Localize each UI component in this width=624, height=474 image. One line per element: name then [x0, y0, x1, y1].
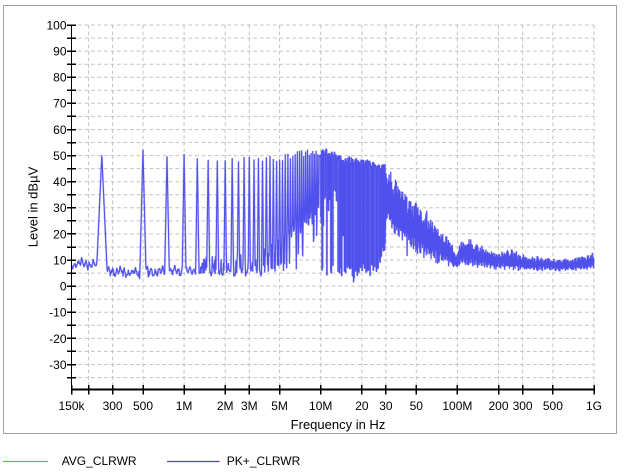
svg-text:2M: 2M [217, 399, 234, 413]
svg-text:PK+_CLRWR: PK+_CLRWR [227, 454, 301, 468]
svg-text:10: 10 [53, 253, 67, 267]
svg-text:50: 50 [410, 399, 424, 413]
svg-text:300: 300 [103, 399, 123, 413]
svg-text:300: 300 [513, 399, 533, 413]
svg-text:100M: 100M [442, 399, 472, 413]
svg-text:20: 20 [53, 227, 67, 241]
svg-text:3M: 3M [241, 399, 258, 413]
svg-text:-10: -10 [49, 306, 67, 320]
svg-text:1G: 1G [586, 399, 602, 413]
svg-text:-20: -20 [49, 332, 67, 346]
svg-text:Level in dBµV: Level in dBµV [26, 166, 41, 247]
svg-text:40: 40 [53, 175, 67, 189]
svg-text:20: 20 [355, 399, 369, 413]
svg-text:150k: 150k [58, 399, 85, 413]
svg-text:1M: 1M [176, 399, 193, 413]
svg-text:-30: -30 [49, 358, 67, 372]
svg-text:AVG_CLRWR: AVG_CLRWR [62, 454, 137, 468]
svg-text:5M: 5M [271, 399, 288, 413]
svg-text:100: 100 [46, 18, 66, 32]
svg-text:Frequency in Hz: Frequency in Hz [291, 417, 386, 432]
svg-text:30: 30 [379, 399, 393, 413]
svg-text:50: 50 [53, 149, 67, 163]
svg-text:90: 90 [53, 45, 67, 59]
svg-text:60: 60 [53, 123, 67, 137]
svg-text:30: 30 [53, 201, 67, 215]
svg-text:70: 70 [53, 97, 67, 111]
svg-text:80: 80 [53, 71, 67, 85]
svg-text:0: 0 [60, 280, 67, 294]
svg-text:500: 500 [133, 399, 153, 413]
svg-text:200: 200 [488, 399, 508, 413]
svg-text:500: 500 [543, 399, 563, 413]
svg-text:10M: 10M [309, 399, 332, 413]
